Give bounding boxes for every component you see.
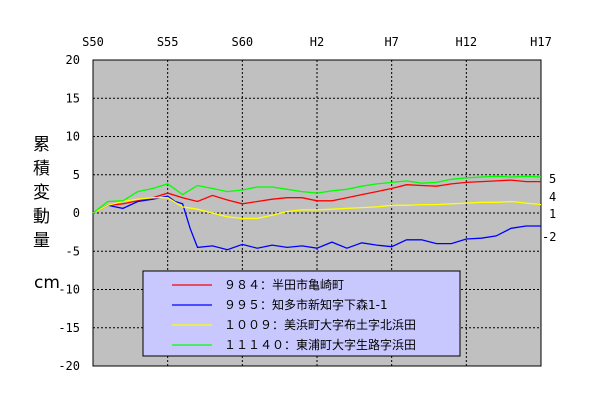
y-tick-labels: 20 15 10 5 0 -5 -10 -15 -20	[58, 53, 80, 373]
x-tick-label: S55	[157, 35, 179, 49]
series-line	[92, 197, 542, 220]
y-tick-label: 20	[66, 53, 80, 67]
y-axis-title-char: 量	[33, 231, 50, 251]
y-tick-label: -15	[58, 321, 80, 335]
y-axis-title-char: 累	[33, 135, 50, 155]
series-end-label: 4	[549, 190, 556, 204]
legend-label: ９８４：半田市亀崎町	[224, 277, 344, 292]
y-tick-label: 10	[66, 130, 80, 144]
y-tick-label: -5	[66, 244, 80, 258]
x-tick-label: H2	[310, 35, 324, 49]
legend-label: １００９：美浜町大字布土字北浜田	[224, 317, 416, 332]
series-end-label: 5	[549, 172, 556, 186]
y-tick-label: 15	[66, 91, 80, 105]
y-tick-label: -20	[58, 359, 80, 373]
y-tick-label: 0	[73, 206, 80, 220]
legend-label: ９９５：知多市新知字下森1-1	[224, 297, 388, 312]
series-end-label: -2	[542, 230, 556, 244]
series-line	[92, 195, 541, 251]
y-tick-label: -10	[58, 283, 80, 297]
x-tick-label: H7	[384, 35, 398, 49]
x-tick-labels: S50 S55 S60 H2 H7 H12 H17	[82, 35, 552, 49]
legend: ９８４：半田市亀崎町 ９９５：知多市新知字下森1-1 １００９：美浜町大字布土字北浜…	[142, 270, 461, 357]
x-tick-label: S50	[82, 35, 104, 49]
x-tick-label: H17	[530, 35, 552, 49]
series-end-label: 1	[549, 207, 556, 221]
y-axis-title-char: 積	[33, 159, 50, 179]
series-end-labels: 4 -2 1 5	[542, 172, 556, 244]
legend-label: １１１４０：東浦町大字生路字浜田	[224, 337, 416, 352]
series-line	[92, 175, 542, 214]
x-tick-label: H12	[455, 35, 477, 49]
series-lines	[92, 175, 542, 251]
y-axis-unit: cm	[34, 273, 60, 293]
y-axis-title-char: 変	[33, 183, 50, 203]
series-line	[92, 179, 541, 214]
y-tick-label: 5	[73, 168, 80, 182]
x-tick-label: S60	[231, 35, 253, 49]
y-axis-title-char: 動	[33, 207, 50, 227]
